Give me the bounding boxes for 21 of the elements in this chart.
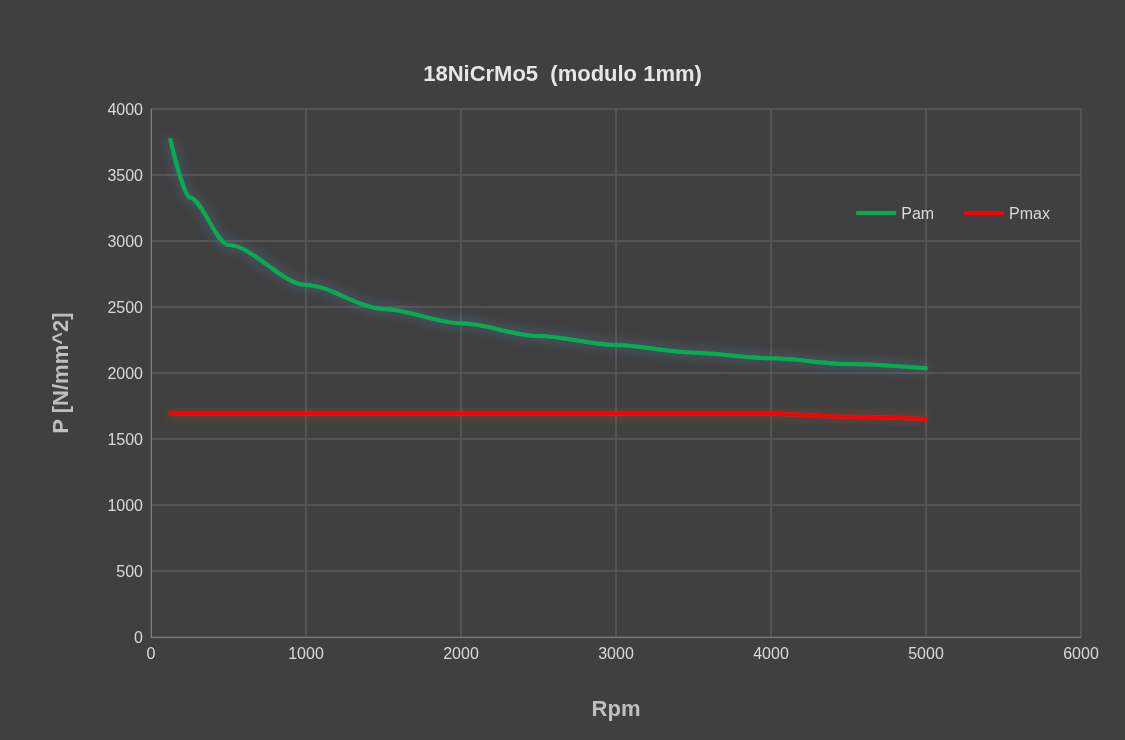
y-tick-label: 1500 — [107, 430, 144, 448]
y-tick-label: 0 — [134, 628, 144, 646]
y-axis-title: P [N/mm^2] — [47, 312, 73, 434]
y-tick-label: 500 — [116, 562, 144, 580]
x-tick-label: 6000 — [1063, 644, 1099, 662]
x-tick-label: 1000 — [288, 644, 324, 662]
y-tick-label: 4000 — [107, 100, 144, 118]
legend-label: Pmax — [1009, 204, 1051, 222]
y-tick-label: 3000 — [107, 232, 144, 250]
x-tick-label: 3000 — [598, 644, 634, 662]
legend-label: Pam — [901, 204, 935, 222]
y-tick-label: 1000 — [107, 496, 144, 514]
y-tick-label: 3500 — [107, 166, 144, 184]
x-tick-label: 5000 — [908, 644, 944, 662]
x-tick-label: 2000 — [443, 644, 479, 662]
x-tick-label: 0 — [146, 644, 156, 662]
y-tick-label: 2500 — [107, 298, 144, 316]
x-tick-label: 4000 — [753, 644, 789, 662]
x-axis-title: Rpm — [591, 695, 641, 721]
chart-title: 18NiCrMo5 (modulo 1mm) — [423, 60, 702, 86]
y-tick-label: 2000 — [107, 364, 144, 382]
